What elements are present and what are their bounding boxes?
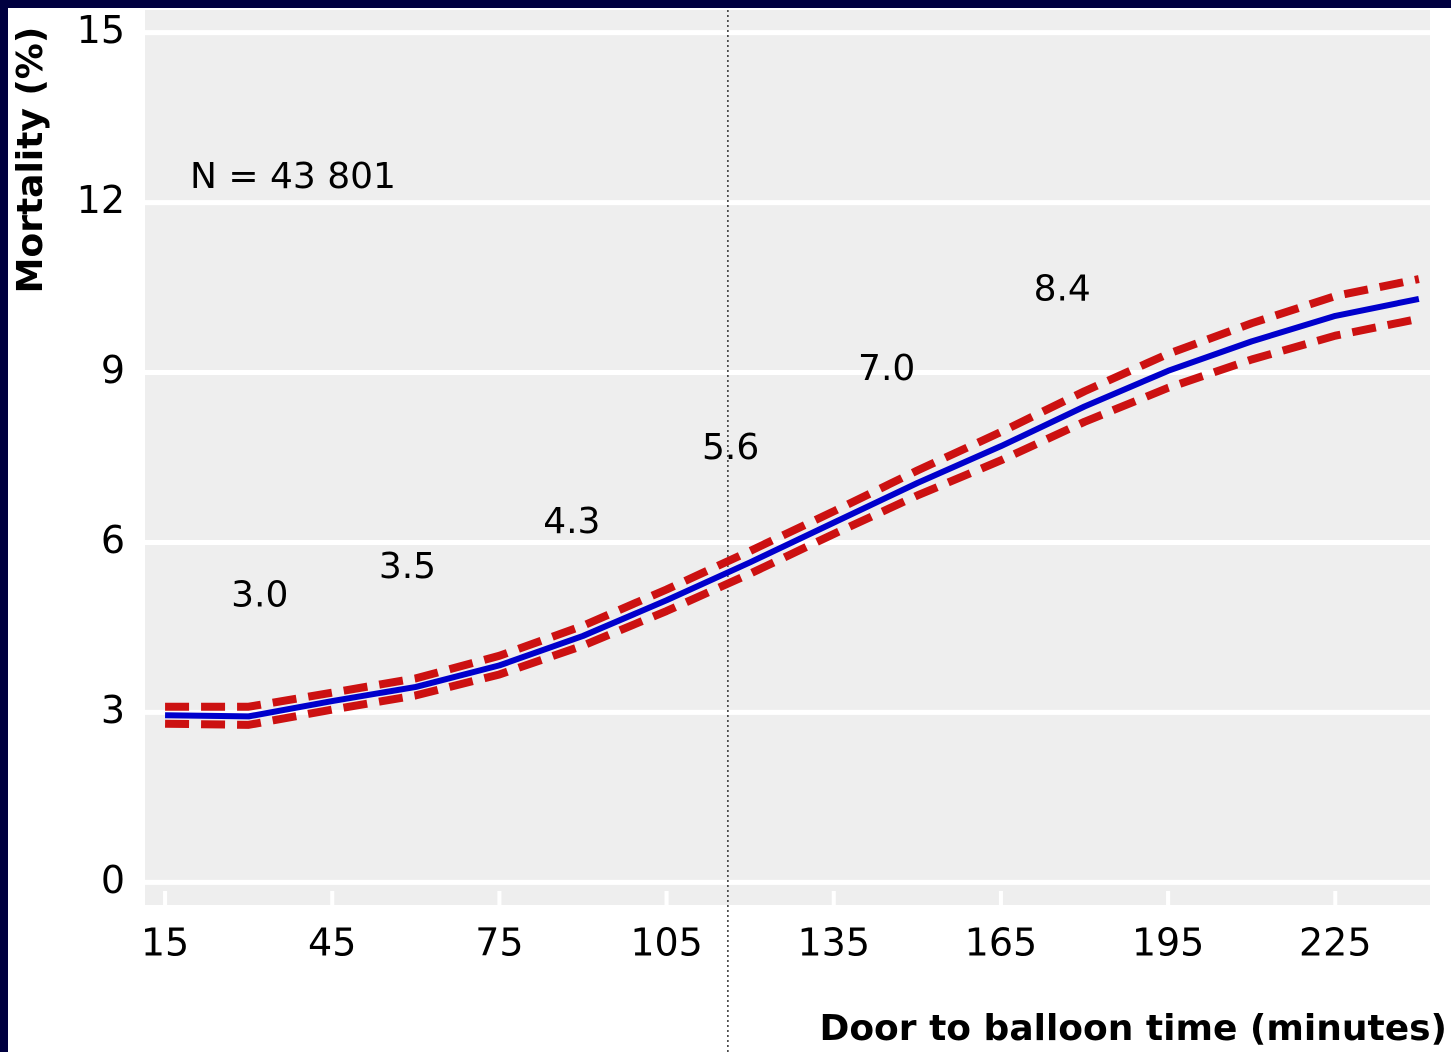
ci-line — [165, 275, 1420, 711]
y-tick-label: 15 — [77, 8, 125, 52]
bin-label: 3.0 — [231, 574, 288, 615]
y-tick-label: 0 — [101, 858, 125, 902]
y-axis-title: Mortality (%) — [10, 27, 51, 294]
x-tick-label: 105 — [630, 921, 703, 965]
x-tick-label: 195 — [1132, 921, 1205, 965]
bin-label: 8.4 — [1034, 269, 1091, 310]
bin-label: 7.0 — [858, 348, 915, 389]
x-tick-label: 15 — [141, 921, 189, 965]
bin-label: 3.5 — [379, 546, 436, 587]
y-tick-label: 6 — [101, 518, 125, 562]
y-tick-label: 3 — [101, 688, 125, 732]
bin-label: 5.6 — [702, 427, 759, 468]
ci-line — [165, 314, 1420, 729]
x-axis-title: Door to balloon time (minutes) — [819, 1008, 1447, 1049]
y-tick-label: 9 — [101, 348, 125, 392]
x-tick-label: 225 — [1299, 921, 1372, 965]
x-tick-label: 165 — [965, 921, 1038, 965]
x-tick-label: 45 — [308, 921, 356, 965]
x-tick-label: 75 — [475, 921, 523, 965]
x-tick-label: 135 — [797, 921, 870, 965]
bin-label: 4.3 — [543, 501, 600, 542]
y-tick-label: 12 — [77, 178, 125, 222]
plot-area — [145, 10, 1430, 905]
mortality-line — [165, 295, 1420, 720]
annotation: N = 43 801 — [190, 156, 396, 197]
